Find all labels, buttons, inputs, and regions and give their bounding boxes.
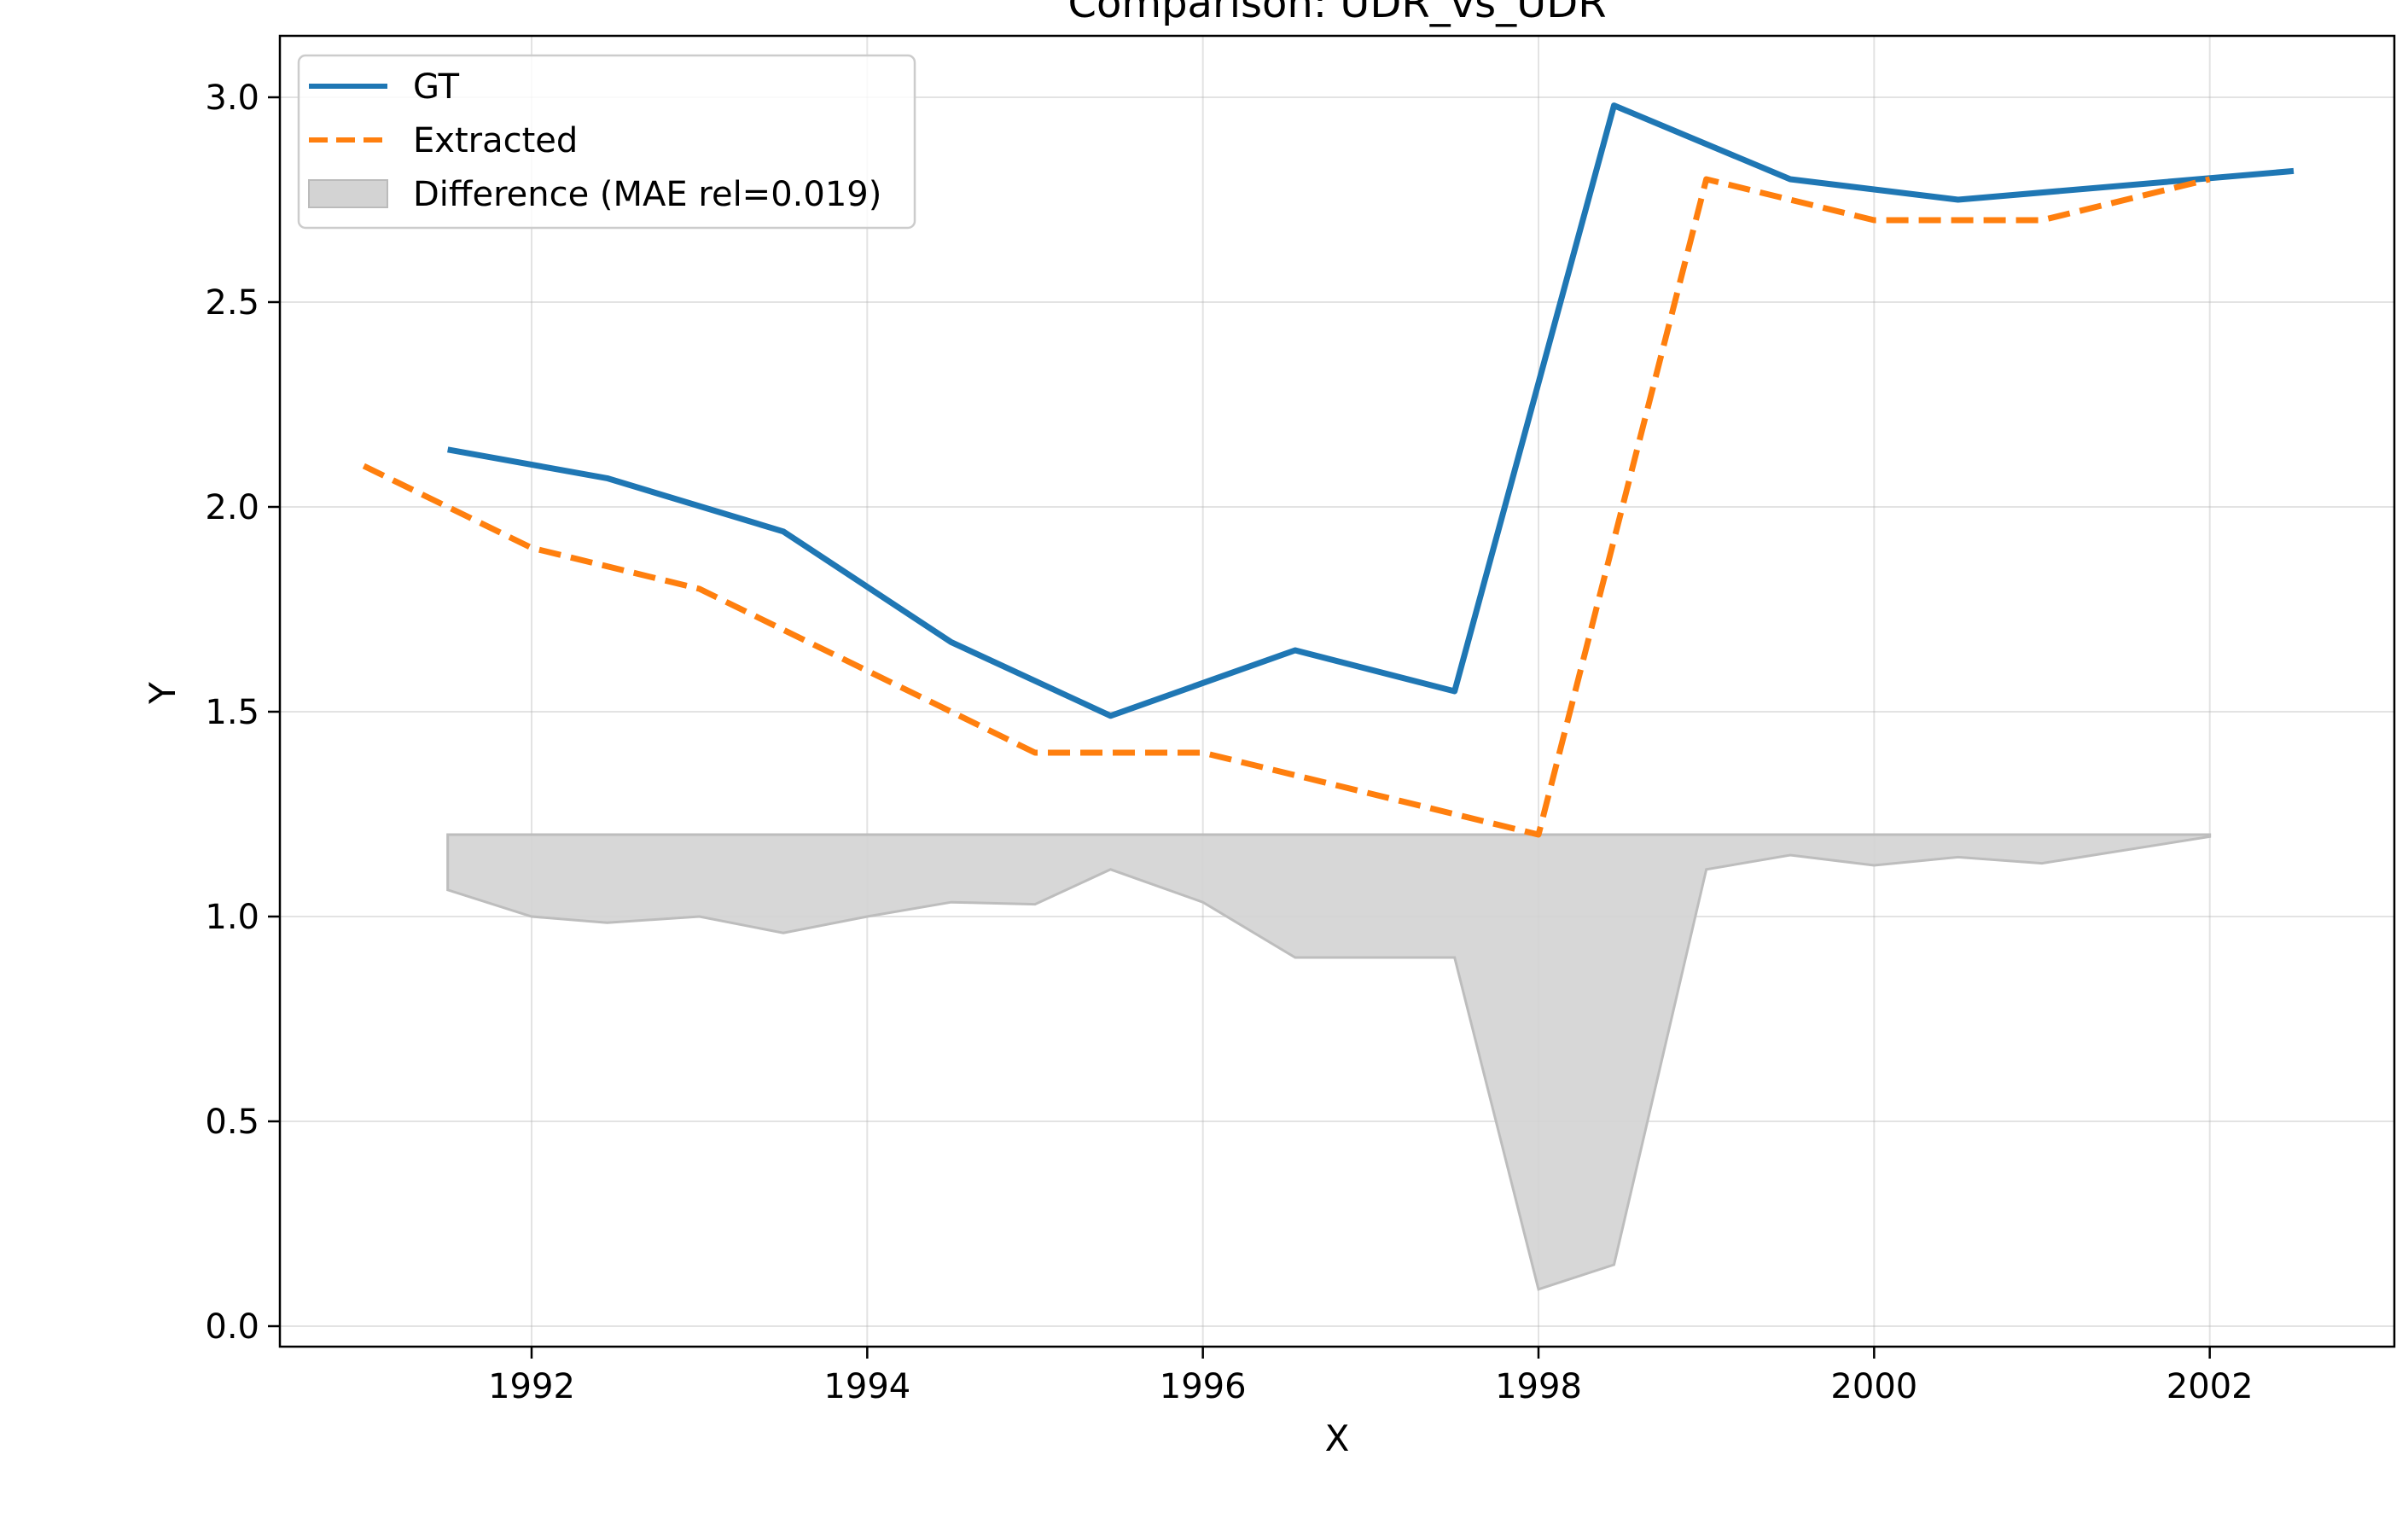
y-tick-label: 1.5 [205,693,259,732]
y-tick-label: 1.0 [205,898,259,937]
series-line-gt [447,102,2295,719]
y-axis: 0.0 0.5 1.0 1.5 2.0 2.5 3.0 [205,79,280,1347]
x-tick-label: 1992 [488,1367,575,1406]
series-lines [362,102,2295,838]
x-axis: 1992 1994 1996 1998 2000 2002 [488,1347,2254,1406]
y-tick-label: 3.0 [205,79,259,118]
difference-fill [446,833,2212,1291]
legend-gt-label: GT [413,67,460,107]
y-tick-label: 2.0 [205,488,259,527]
y-tick-label: 2.5 [205,283,259,323]
legend-difference-label: Difference (MAE rel=0.019) [413,175,881,214]
series-line-extracted [362,176,2211,838]
x-tick-label: 1994 [823,1367,910,1406]
x-tick-label: 1996 [1160,1367,1247,1406]
x-tick-label: 2000 [1830,1367,1917,1406]
y-tick-label: 0.5 [205,1103,259,1142]
x-tick-label: 1998 [1495,1367,1582,1406]
plot-frame [278,34,2396,1348]
chart-title: Comparison: UDR_vs_UDR [1067,0,1606,27]
difference-area [446,833,2212,1291]
legend-extracted-label: Extracted [413,121,578,160]
x-axis-label: X [1325,1417,1350,1459]
y-axis-label: Y [142,682,183,705]
y-tick-label: 0.0 [205,1307,259,1347]
x-tick-label: 2002 [2167,1367,2254,1406]
legend-box [297,54,916,230]
legend: GT Extracted Difference (MAE rel=0.019) [297,54,916,230]
legend-difference-swatch [308,179,388,208]
